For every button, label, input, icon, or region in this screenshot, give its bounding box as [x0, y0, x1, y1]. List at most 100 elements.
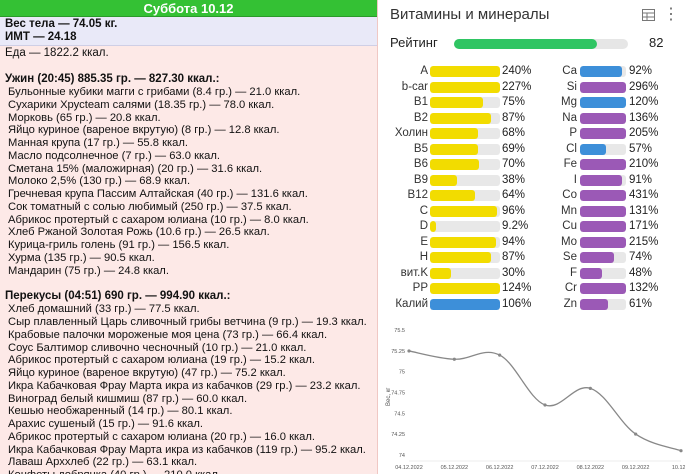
- vitamin-percent: 30%: [502, 266, 526, 279]
- meal-item[interactable]: Абрикос протертый с сахаром юлиана (20 г…: [8, 430, 315, 443]
- mineral-percent: 74%: [629, 251, 653, 263]
- chart-point[interactable]: [634, 432, 638, 436]
- meal-item[interactable]: Виноград белый кишмиш (87 гр.) — 60.0 кк…: [8, 392, 248, 405]
- vitamin-bar: [430, 81, 500, 93]
- vitamin-percent: 87%: [502, 251, 526, 263]
- vitamin-bar: [430, 174, 500, 186]
- mineral-row[interactable]: Mo 215%: [551, 235, 685, 249]
- vitamin-row[interactable]: b-car 227%: [390, 80, 540, 94]
- mineral-row[interactable]: Mg 120%: [551, 95, 685, 109]
- mineral-name: I: [573, 173, 577, 186]
- meal-title[interactable]: Ужин (20:45) 885.35 гр. — 827.30 ккал.:: [5, 73, 220, 85]
- meal-item[interactable]: Соус Балтимор сливочно чесночный (10 гр.…: [8, 341, 307, 354]
- meal-item[interactable]: Хлеб домашний (33 гр.) — 77.5 ккал.: [8, 303, 200, 316]
- mineral-bar-fill: [580, 97, 626, 108]
- mineral-percent: 215%: [629, 235, 659, 248]
- meal-item[interactable]: Сок томатный с солью любимый (250 гр.) —…: [8, 200, 292, 213]
- mineral-bar: [580, 97, 626, 108]
- mineral-bar-fill: [580, 267, 603, 279]
- chart-point[interactable]: [588, 386, 592, 390]
- mineral-bar-fill: [580, 128, 626, 139]
- meal-item[interactable]: Сметана 15% (маложирная) (20 гр.) — 31.6…: [8, 162, 263, 175]
- meal-item[interactable]: Икра Кабачковая Фрау Марта икра из кабач…: [8, 379, 361, 392]
- vitamin-row[interactable]: E 94%: [390, 235, 540, 249]
- chart-x-tick: 05.12.2022: [441, 465, 469, 471]
- vitamin-row[interactable]: B9 38%: [390, 173, 540, 187]
- vitamin-row[interactable]: Калий 106%: [390, 297, 540, 311]
- vitamin-percent: 70%: [502, 158, 526, 170]
- meal-section: Перекусы (04:51) 690 гр. — 994.90 ккал.:…: [0, 290, 377, 474]
- mineral-name: Cl: [566, 142, 577, 155]
- mineral-percent: 205%: [629, 127, 659, 139]
- vitamin-bar: [430, 66, 500, 77]
- meal-item[interactable]: Яйцо куриное (вареное вкрутую) (47 гр.) …: [8, 367, 286, 379]
- vitamin-bar-fill: [430, 128, 478, 139]
- chart-y-tick: 74.5: [394, 411, 405, 417]
- meal-item[interactable]: Лаваш Арххлеб (22 гр.) — 63.1 ккал.: [8, 456, 198, 469]
- meal-item[interactable]: Молоко 2,5% (130 гр.) — 68.9 ккал.: [8, 175, 191, 188]
- vitamin-row[interactable]: C 96%: [390, 204, 540, 218]
- mineral-row[interactable]: Ca 92%: [551, 64, 685, 78]
- meal-item[interactable]: Масло подсолнечное (7 гр.) — 63.0 ккал.: [8, 149, 220, 162]
- mineral-row[interactable]: Na 136%: [551, 111, 685, 125]
- meal-item[interactable]: Яйцо куриное (вареное вкрутую) (8 гр.) —…: [8, 124, 280, 137]
- chart-y-tick: 74.25: [391, 432, 405, 438]
- mineral-percent: 61%: [629, 297, 653, 310]
- meal-item[interactable]: Кешью необжаренный (14 гр.) — 80.1 ккал.: [8, 405, 233, 418]
- meal-title[interactable]: Перекусы (04:51) 690 гр. — 994.90 ккал.:: [5, 290, 231, 303]
- vitamin-row[interactable]: B2 87%: [390, 111, 540, 125]
- vitamin-row[interactable]: H 87%: [390, 250, 540, 264]
- meal-item[interactable]: Сухарики Хрусteam салями (18.35 гр.) — 7…: [8, 98, 275, 111]
- meal-item[interactable]: Хурма (135 гр.) — 90.5 ккал.: [8, 251, 155, 264]
- meal-item[interactable]: Гречневая крупа Пассим Алтайская (40 гр.…: [8, 188, 308, 200]
- meal-item[interactable]: Конфеты добрянка (40 гр.) — 210.0 ккал.: [5, 469, 377, 474]
- mineral-row[interactable]: Se 74%: [551, 250, 685, 264]
- vitamin-row[interactable]: A 240%: [390, 64, 540, 78]
- vitamin-row[interactable]: B1 75%: [390, 95, 540, 109]
- mineral-row[interactable]: Mn 131%: [551, 204, 685, 218]
- meal-item[interactable]: Курица-гриль голень (91 гр.) — 156.5 кка…: [8, 239, 230, 251]
- meal-item[interactable]: Абрикос протертый с сахаром юлиана (10 г…: [8, 213, 309, 226]
- mineral-row[interactable]: Cr 132%: [551, 281, 685, 295]
- meal-item[interactable]: Бульонные кубики магги с грибами (8.4 гр…: [8, 86, 301, 98]
- vitamin-row[interactable]: B12 64%: [390, 188, 540, 202]
- mineral-row[interactable]: Zn 61%: [551, 297, 685, 311]
- vitamin-row[interactable]: PP 124%: [390, 281, 540, 295]
- meal-item[interactable]: Манная крупа (17 гр.) — 55.8 ккал.: [8, 137, 188, 149]
- meal-item[interactable]: Абрикос протертый с сахаром юлиана (19 г…: [8, 354, 315, 367]
- chart-point[interactable]: [452, 357, 456, 361]
- mineral-row[interactable]: P 205%: [551, 126, 685, 140]
- mineral-row[interactable]: I 91%: [551, 173, 685, 187]
- chart-point[interactable]: [498, 353, 502, 357]
- table-icon[interactable]: [642, 9, 655, 21]
- mineral-row[interactable]: Cl 57%: [551, 142, 685, 156]
- meal-item[interactable]: Арахис сушеный (15 гр.) — 91.6 ккал.: [8, 418, 204, 430]
- more-vertical-icon[interactable]: ⋮: [663, 6, 679, 23]
- vitamin-row[interactable]: B6 70%: [390, 157, 540, 171]
- vitamin-bar: [430, 159, 500, 170]
- mineral-percent: 91%: [629, 173, 653, 186]
- bmi-text: ИМТ — 24.18: [5, 31, 77, 43]
- meal-item[interactable]: Крабовые палочки мороженые моя цена (73 …: [8, 328, 328, 341]
- mineral-row[interactable]: Cu 171%: [551, 219, 685, 233]
- meal-item[interactable]: Морковь (65 гр.) — 20.8 ккал.: [8, 111, 161, 124]
- vitamin-row[interactable]: B5 69%: [390, 142, 540, 156]
- mineral-row[interactable]: Si 296%: [551, 80, 685, 94]
- chart-point[interactable]: [679, 449, 683, 453]
- mineral-row[interactable]: Fe 210%: [551, 157, 685, 171]
- meal-item[interactable]: Мандарин (75 гр.) — 24.8 ккал.: [8, 264, 169, 277]
- chart-point[interactable]: [543, 403, 547, 407]
- chart-point[interactable]: [407, 349, 411, 353]
- day-header[interactable]: Суббота 10.12: [0, 0, 377, 17]
- meal-item[interactable]: Хлеб Ржаной Золотая Рожь (10.6 гр.) — 26…: [8, 226, 270, 239]
- vitamin-bar-fill: [430, 236, 496, 248]
- meal-item[interactable]: Сыр плавленный Царь сливочный грибы ветч…: [8, 316, 367, 328]
- vitamin-row[interactable]: Холин 68%: [390, 126, 540, 140]
- mineral-name: Cu: [562, 220, 577, 232]
- vitamin-percent: 124%: [502, 282, 532, 294]
- mineral-row[interactable]: Co 431%: [551, 188, 685, 202]
- vitamin-row[interactable]: D 9.2%: [390, 219, 540, 233]
- meal-item[interactable]: Икра Кабачковая Фрау Марта икра из кабач…: [8, 443, 366, 456]
- mineral-row[interactable]: F 48%: [551, 266, 685, 280]
- vitamin-row[interactable]: вит.K 30%: [390, 266, 540, 280]
